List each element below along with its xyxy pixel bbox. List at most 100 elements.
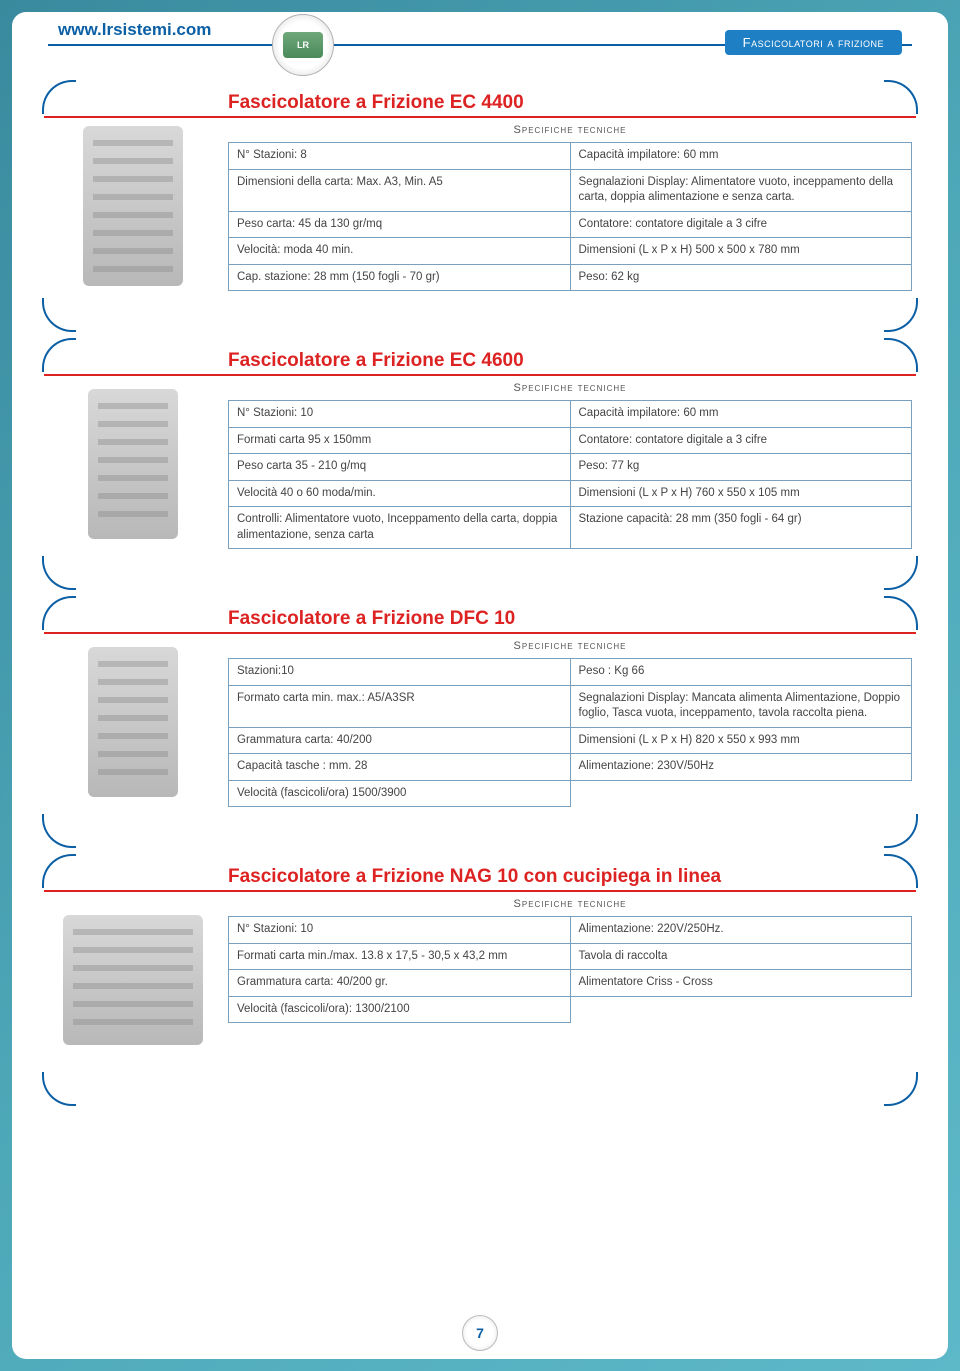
spec-cell: Peso : Kg 66 <box>570 659 912 686</box>
spec-cell: Stazioni:10 <box>229 659 571 686</box>
page-number: 7 <box>462 1315 498 1351</box>
table-row: Stazioni:10Peso : Kg 66 <box>229 659 912 686</box>
card-corner <box>884 556 918 590</box>
spec-cell: Formati carta min./max. 13.8 x 17,5 - 30… <box>229 943 571 970</box>
spec-cell: Peso carta: 45 da 130 gr/mq <box>229 211 571 238</box>
spec-cell: Tavola di raccolta <box>570 943 912 970</box>
card-corner <box>884 596 918 630</box>
table-row: Velocità: moda 40 min.Dimensioni (L x P … <box>229 238 912 265</box>
table-row: N° Stazioni: 8Capacità impilatore: 60 mm <box>229 143 912 170</box>
product-card: Fascicolatore a Frizione EC 4400 Specific… <box>48 86 912 326</box>
card-corner <box>884 338 918 372</box>
spec-cell: Dimensioni (L x P x H) 820 x 550 x 993 m… <box>570 727 912 754</box>
spec-table: N° Stazioni: 10Capacità impilatore: 60 m… <box>228 400 912 549</box>
spec-cell: Cap. stazione: 28 mm (150 fogli - 70 gr) <box>229 264 571 291</box>
table-row: Grammatura carta: 40/200 gr.Alimentatore… <box>229 970 912 997</box>
spec-cell: Stazione capacità: 28 mm (350 fogli - 64… <box>570 507 912 549</box>
spec-heading: Specifiche tecniche <box>228 898 912 910</box>
machine-icon <box>83 126 183 286</box>
spec-cell: Peso: 62 kg <box>570 264 912 291</box>
product-body: Fascicolatore a Frizione NAG 10 con cuci… <box>228 860 912 1023</box>
page-container: www.lrsistemi.com LR Fascicolatori a fri… <box>12 12 948 1359</box>
spec-cell: Alimentazione: 230V/50Hz <box>570 754 912 781</box>
spec-cell: Capacità tasche : mm. 28 <box>229 754 571 781</box>
spec-cell: Grammatura carta: 40/200 gr. <box>229 970 571 997</box>
product-image <box>48 602 218 842</box>
spec-cell: Peso: 77 kg <box>570 454 912 481</box>
spec-cell: Velocità (fascicoli/ora) 1500/3900 <box>229 780 571 807</box>
table-row: Velocità (fascicoli/ora) 1500/3900 <box>229 780 912 807</box>
spec-cell: Contatore: contatore digitale a 3 cifre <box>570 427 912 454</box>
spec-cell: Segnalazioni Display: Alimentatore vuoto… <box>570 169 912 211</box>
table-row: Peso carta 35 - 210 g/mqPeso: 77 kg <box>229 454 912 481</box>
spec-table: N° Stazioni: 8Capacità impilatore: 60 mm… <box>228 142 912 291</box>
product-image <box>48 344 218 584</box>
machine-icon <box>88 647 178 797</box>
spec-cell: Formati carta 95 x 150mm <box>229 427 571 454</box>
product-card: Fascicolatore a Frizione NAG 10 con cuci… <box>48 860 912 1100</box>
spec-table: Stazioni:10Peso : Kg 66Formato carta min… <box>228 658 912 807</box>
table-row: Formato carta min. max.: A5/A3SRSegnalaz… <box>229 685 912 727</box>
spec-cell: Controlli: Alimentatore vuoto, Inceppame… <box>229 507 571 549</box>
table-row: Velocità 40 o 60 moda/min.Dimensioni (L … <box>229 480 912 507</box>
product-body: Fascicolatore a Frizione EC 4600 Specific… <box>228 344 912 549</box>
spec-cell: Velocità 40 o 60 moda/min. <box>229 480 571 507</box>
table-row: Peso carta: 45 da 130 gr/mqContatore: co… <box>229 211 912 238</box>
table-row: Formati carta 95 x 150mmContatore: conta… <box>229 427 912 454</box>
spec-cell <box>570 996 912 1023</box>
card-corner <box>884 298 918 332</box>
spec-cell: Capacità impilatore: 60 mm <box>570 143 912 170</box>
spec-cell: Dimensioni della carta: Max. A3, Min. A5 <box>229 169 571 211</box>
spec-cell: Dimensioni (L x P x H) 760 x 550 x 105 m… <box>570 480 912 507</box>
spec-cell: Velocità: moda 40 min. <box>229 238 571 265</box>
spec-cell: Peso carta 35 - 210 g/mq <box>229 454 571 481</box>
spec-heading: Specifiche tecniche <box>228 124 912 136</box>
table-row: Grammatura carta: 40/200Dimensioni (L x … <box>229 727 912 754</box>
product-image <box>48 860 218 1100</box>
category-badge: Fascicolatori a frizione <box>725 30 902 55</box>
table-row: Velocità (fascicoli/ora): 1300/2100 <box>229 996 912 1023</box>
spec-cell: Velocità (fascicoli/ora): 1300/2100 <box>229 996 571 1023</box>
product-body: Fascicolatore a Frizione EC 4400 Specific… <box>228 86 912 291</box>
table-row: N° Stazioni: 10Capacità impilatore: 60 m… <box>229 401 912 428</box>
spec-cell: Dimensioni (L x P x H) 500 x 500 x 780 m… <box>570 238 912 265</box>
spec-cell: Alimentatore Criss - Cross <box>570 970 912 997</box>
table-row: Dimensioni della carta: Max. A3, Min. A5… <box>229 169 912 211</box>
product-title: Fascicolatore a Frizione DFC 10 <box>228 608 912 630</box>
product-image <box>48 86 218 326</box>
spec-heading: Specifiche tecniche <box>228 382 912 394</box>
card-corner <box>884 854 918 888</box>
spec-cell: Capacità impilatore: 60 mm <box>570 401 912 428</box>
site-url[interactable]: www.lrsistemi.com <box>58 20 211 40</box>
title-underline <box>44 374 916 376</box>
product-title: Fascicolatore a Frizione EC 4600 <box>228 350 912 372</box>
table-row: Cap. stazione: 28 mm (150 fogli - 70 gr)… <box>229 264 912 291</box>
table-row: Formati carta min./max. 13.8 x 17,5 - 30… <box>229 943 912 970</box>
title-underline <box>44 116 916 118</box>
card-corner <box>884 80 918 114</box>
spec-table: N° Stazioni: 10Alimentazione: 220V/250Hz… <box>228 916 912 1023</box>
logo-text: LR <box>283 32 323 58</box>
table-row: Capacità tasche : mm. 28Alimentazione: 2… <box>229 754 912 781</box>
card-corner <box>884 814 918 848</box>
spec-cell: N° Stazioni: 8 <box>229 143 571 170</box>
machine-icon <box>63 915 203 1045</box>
product-title: Fascicolatore a Frizione EC 4400 <box>228 92 912 114</box>
spec-cell: N° Stazioni: 10 <box>229 917 571 944</box>
spec-cell: Contatore: contatore digitale a 3 cifre <box>570 211 912 238</box>
product-body: Fascicolatore a Frizione DFC 10 Specifich… <box>228 602 912 807</box>
spec-cell: Grammatura carta: 40/200 <box>229 727 571 754</box>
table-row: Controlli: Alimentatore vuoto, Inceppame… <box>229 507 912 549</box>
card-corner <box>884 1072 918 1106</box>
spec-cell: Segnalazioni Display: Mancata alimenta A… <box>570 685 912 727</box>
machine-icon <box>88 389 178 539</box>
spec-heading: Specifiche tecniche <box>228 640 912 652</box>
product-card: Fascicolatore a Frizione DFC 10 Specifich… <box>48 602 912 842</box>
logo: LR <box>272 14 334 76</box>
spec-cell: Alimentazione: 220V/250Hz. <box>570 917 912 944</box>
spec-cell: N° Stazioni: 10 <box>229 401 571 428</box>
title-underline <box>44 890 916 892</box>
spec-cell <box>570 780 912 807</box>
title-underline <box>44 632 916 634</box>
header: www.lrsistemi.com LR Fascicolatori a fri… <box>12 12 948 72</box>
